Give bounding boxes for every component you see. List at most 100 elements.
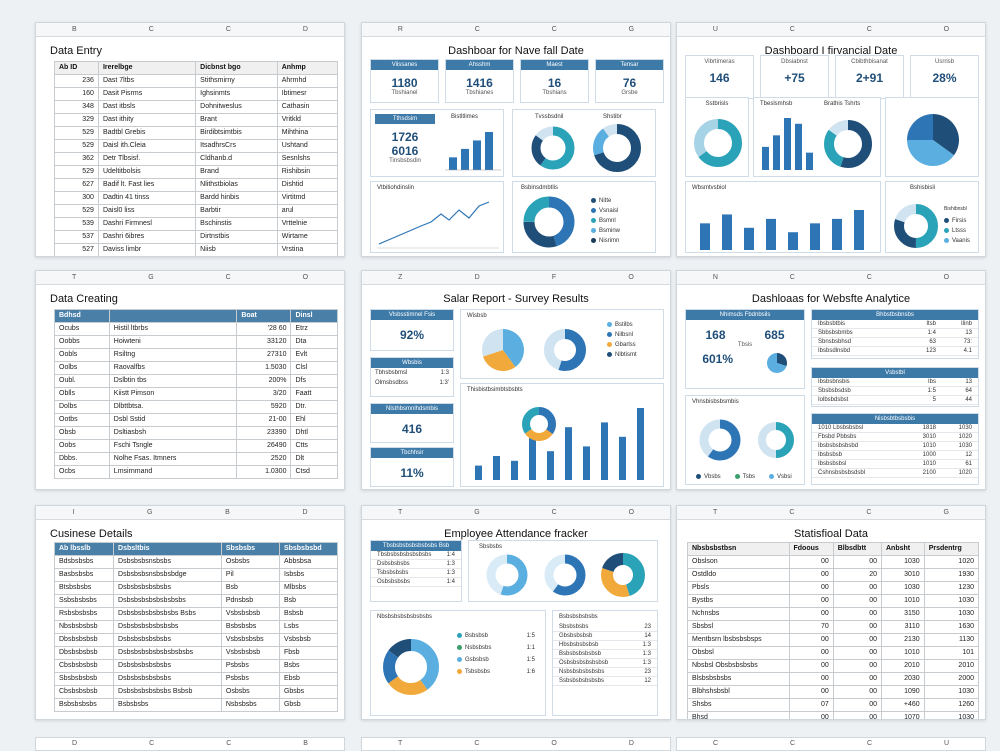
kpi-card[interactable]: Cbibthbisanat 2+91	[835, 55, 904, 99]
table-row[interactable]: 529 Badtbl Grebis Birdibtsimtbis Mihthina	[54, 126, 339, 140]
column-header[interactable]: Prsdentrg	[923, 542, 980, 556]
table-cell[interactable]: Isbsbs	[278, 568, 339, 582]
table-cell[interactable]: Ibtimesr	[276, 87, 339, 101]
table-cell[interactable]: Dasit Pisrms	[97, 87, 197, 101]
table-cell[interactable]: Dirtnstbis	[195, 230, 278, 244]
table-cell[interactable]: 00	[832, 633, 882, 647]
table-cell[interactable]: Lsbs	[278, 620, 339, 634]
table-cell[interactable]: Rsbsbsbsbs	[53, 607, 115, 621]
table-cell[interactable]: 1030	[923, 594, 980, 608]
table-cell[interactable]: Gbsb	[278, 698, 339, 712]
table-row[interactable]: Shsbs 07 00 +460 1260	[687, 698, 980, 712]
table-row[interactable]: Obsbsl 00 00 1010 101	[687, 646, 980, 660]
table-cell[interactable]: 00	[788, 672, 834, 686]
table-cell[interactable]: Faatt	[290, 387, 338, 401]
table-cell[interactable]: 00	[832, 620, 882, 634]
column-header[interactable]: Ab lbsslb	[53, 542, 115, 556]
table-row[interactable]: Rsbsbsbsbs Dsbsbsbsbsbsbsbs Bsbs Vsbsbsbsb…	[53, 607, 339, 621]
table-cell[interactable]: Oubl.	[54, 374, 110, 388]
table-cell[interactable]: 00	[832, 672, 882, 686]
table-cell[interactable]: Psbsbs	[220, 672, 280, 686]
table-cell[interactable]: 00	[788, 711, 834, 719]
table-cell[interactable]: 627	[54, 178, 99, 192]
table-row[interactable]: Bystbs 00 00 1010 1030	[687, 594, 980, 608]
table-cell[interactable]: 23390	[236, 426, 292, 440]
table-row[interactable]: 537 Dashri 6ibres Dirtnstbis Wirtame	[54, 230, 339, 244]
table-row[interactable]: 348 Dast itbsls Dohnitweslus Cathasin	[54, 100, 339, 114]
table-cell[interactable]: Dlt	[290, 452, 338, 466]
card-dashboard-nave[interactable]: R C C G Dashboar for Nave fall Date Viis…	[361, 22, 671, 257]
table-cell[interactable]: 1010	[880, 594, 925, 608]
table-cell[interactable]: Ostdldo	[687, 568, 790, 582]
table-row[interactable]: Sbsbsl 70 00 3110 1630	[687, 620, 980, 634]
table-cell[interactable]: 00	[788, 581, 834, 595]
table-cell[interactable]: Sbsbsl	[687, 620, 790, 634]
table-cell[interactable]: 1030	[880, 581, 925, 595]
table-row[interactable]: Ostdldo 00 20 3010 1930	[687, 568, 980, 582]
table-cell[interactable]: Blsbsbsbsbs	[687, 672, 790, 686]
table-row[interactable]: Oobbs Hoiwteni 33120 Dta	[54, 335, 338, 349]
table-cell[interactable]: 200%	[236, 374, 292, 388]
table-cell[interactable]: Pil	[220, 568, 280, 582]
table-cell[interactable]: Vsbsbsbsb	[220, 646, 280, 660]
table-cell[interactable]: Cbsbsbsbsb	[53, 685, 115, 699]
table-row[interactable]: Oobs Fschi Tsngle 26490 Ctts	[54, 439, 338, 453]
table-cell[interactable]: Fbsb	[278, 646, 339, 660]
table-cell[interactable]: Bsbsbsbs	[220, 620, 280, 634]
table-row[interactable]: 300 Dadtin 41 tinss Bardd hinbis Virtitmd	[54, 191, 339, 205]
table-cell[interactable]: Niisb	[195, 243, 278, 256]
table-row[interactable]: Oolbs Raovalfbs 1.5030 Clsl	[54, 361, 338, 375]
table-row[interactable]: 160 Dasit Pisrms Ighsinmts Ibtimesr	[54, 87, 339, 101]
table-row[interactable]: Dbsbsbsbsb Dsbsbsbsbsbsbs Vsbsbsbsbs Vsbsbs…	[53, 633, 339, 647]
card-website-analytics[interactable]: N C C O Dashloaas for Websfte Analytice …	[676, 270, 986, 490]
table-cell[interactable]: 529	[54, 165, 99, 179]
table-cell[interactable]: Mihthina	[276, 126, 339, 140]
table-cell[interactable]: 20	[832, 568, 882, 582]
table-cell[interactable]: 00	[788, 594, 834, 608]
table-cell[interactable]: Bschinstis	[195, 217, 278, 231]
table-cell[interactable]: Cbsbsbsbsb	[53, 659, 115, 673]
table-cell[interactable]: Dsbsbsbsbsbsbsbs Bsbs	[113, 607, 222, 621]
table-cell[interactable]: Ootbs	[54, 413, 110, 427]
table-cell[interactable]: 1030	[923, 711, 980, 719]
table-cell[interactable]: 236	[54, 74, 99, 88]
table-cell[interactable]: Ushtand	[276, 139, 339, 153]
table-row[interactable]: Blbhshsbsbl 00 00 1090 1030	[687, 685, 980, 699]
table-cell[interactable]: 21-00	[236, 413, 292, 427]
table-cell[interactable]: Dashri Firmnesl	[97, 217, 197, 231]
table-cell[interactable]: Badtbl Grebis	[97, 126, 197, 140]
table-cell[interactable]: Sesnlshs	[276, 152, 339, 166]
table-cell[interactable]: Dsltiasbsh	[108, 426, 238, 440]
table-row[interactable]: Ootbs Dsbl Sstid 21-00 Ehl	[54, 413, 338, 427]
table-row[interactable]: 362 Detr Tlbsisf. Cldhanb.d Sesnlshs	[54, 152, 339, 166]
table-row[interactable]: 527 Daviss limbr Niisb Vrstina	[54, 243, 339, 256]
table-row[interactable]: Bsbsbsbsbs Bsbsbsbs Nsbsbsbs Gbsb	[53, 698, 339, 712]
table-cell[interactable]: Stithsmirny	[195, 74, 278, 88]
table-cell[interactable]: Brand	[195, 165, 278, 179]
table-cell[interactable]: 3/20	[236, 387, 292, 401]
kpi-card[interactable]: Viissanes 1180 Tbshianel	[370, 59, 439, 103]
table-cell[interactable]: 539	[54, 217, 99, 231]
table-cell[interactable]: Dta	[290, 335, 338, 349]
table-cell[interactable]: 27310	[236, 348, 292, 362]
column-header[interactable]: Anbsht	[880, 542, 925, 556]
kpi-card[interactable]: Dbsiabnst +75	[760, 55, 829, 99]
card-statistical-data[interactable]: T C C G Statisfioal Data Nbsbsbstbsn Fdoo…	[676, 505, 986, 720]
table-cell[interactable]: Dast 7ltbs	[97, 74, 197, 88]
table-cell[interactable]: Oobs	[54, 439, 110, 453]
table-row[interactable]: Dbsbsbsbsb Dsbsbsbsbsbsbsbsbsbs Vsbsbsbsb F…	[53, 646, 339, 660]
table-cell[interactable]: Kiistt Pimson	[108, 387, 238, 401]
table-cell[interactable]: Rsiltng	[108, 348, 238, 362]
table-cell[interactable]: 537	[54, 230, 99, 244]
table-cell[interactable]: Oobbs	[54, 335, 110, 349]
table-row[interactable]: 329 Dast ithity Brant Vritkld	[54, 113, 339, 127]
table-cell[interactable]: Oobls	[54, 348, 110, 362]
table-cell[interactable]: Psbsbs	[220, 659, 280, 673]
table-cell[interactable]: Dslbtin tbs	[108, 374, 238, 388]
table-cell[interactable]: 26490	[236, 439, 292, 453]
table-cell[interactable]: 00	[832, 685, 882, 699]
table-cell[interactable]: Vritkld	[276, 113, 339, 127]
table-cell[interactable]: Bardd hinbis	[195, 191, 278, 205]
table-cell[interactable]: 2010	[880, 659, 925, 673]
